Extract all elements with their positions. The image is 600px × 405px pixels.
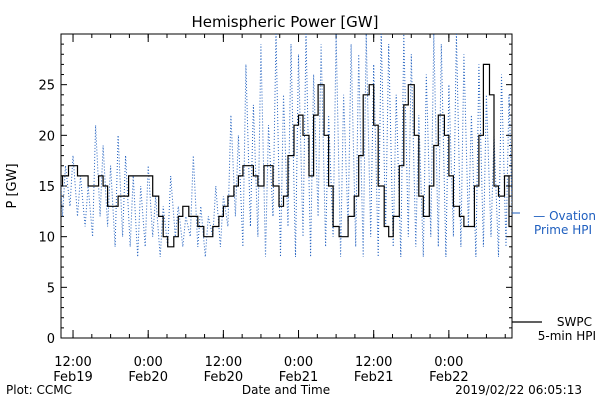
legend-ovation-line1: — Ovation [533,209,596,223]
y-tick-label: 10 [38,231,55,246]
x-tick-date-label: Feb20 [128,370,168,385]
y-tick-label: 20 [38,129,55,144]
footer-timestamp: 2019/02/22 06:05:13 [455,383,582,397]
x-tick-time-label: 12:00 [205,355,242,370]
x-tick-time-label: 0:00 [134,355,163,370]
x-tick-date-label: Feb20 [204,370,244,385]
y-tick-label: 0 [47,332,55,347]
chart-title: Hemispheric Power [GW] [192,13,379,31]
legend-ovation-line2: Prime HPI [534,223,592,237]
legend-swpc-line1: SWPC [557,315,592,329]
x-tick-time-label: 0:00 [284,355,313,370]
series-layer [61,34,512,257]
legend-swpc-line2: 5-min HPI [538,329,596,343]
x-tick-date-label: Feb21 [279,370,319,385]
x-tick-time-label: 12:00 [355,355,392,370]
x-tick-date-label: Feb19 [53,370,93,385]
footer-plot-credit: Plot: CCMC [6,383,72,397]
y-tick-label: 15 [38,180,55,195]
x-axis: 12:00Feb190:00Feb2012:00Feb200:00Feb2112… [53,34,506,385]
y-axis-label: P [GW] [5,163,20,208]
x-tick-time-label: 0:00 [434,355,463,370]
x-tick-date-label: Feb22 [429,370,469,385]
y-tick-label: 5 [47,281,55,296]
series-swpc-5min-hpi [61,63,512,248]
y-tick-label: 25 [38,79,55,94]
x-axis-label: Date and Time [242,383,330,397]
x-tick-date-label: Feb21 [354,370,394,385]
series-ovation-prime-hpi [61,34,512,257]
x-tick-time-label: 12:00 [54,355,91,370]
